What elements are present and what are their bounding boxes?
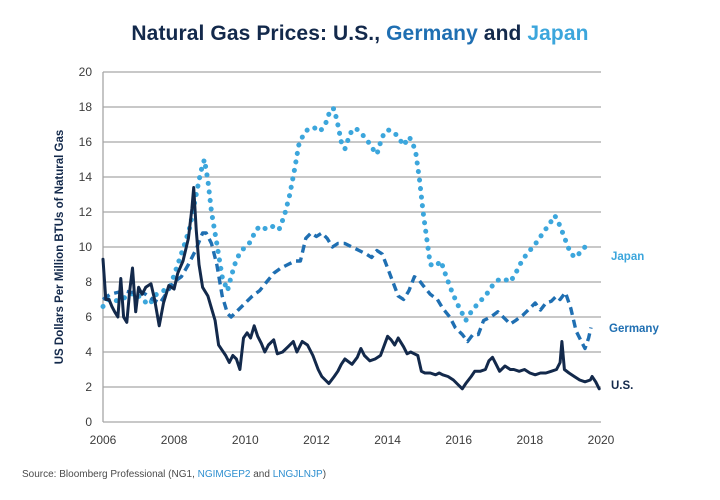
y-tick-label: 10 <box>79 240 93 254</box>
y-tick-label: 20 <box>79 65 93 79</box>
title-and-part: and <box>477 22 528 45</box>
y-tick-label: 8 <box>85 275 92 289</box>
y-axis-label: US Dollars Per Million BTUs of Natural G… <box>54 130 66 365</box>
x-tick-label: 2006 <box>90 433 117 447</box>
chart-title: Natural Gas Prices: U.S., Germany and Ja… <box>0 22 720 46</box>
series-label-germany: Germany <box>609 323 659 335</box>
series-line-japan <box>100 106 592 323</box>
x-tick-label: 2012 <box>303 433 330 447</box>
axes: 0 2 4 6 8 10 12 14 16 18 20 2006 2008 2010 2012 2014 201… <box>79 65 615 447</box>
source-suffix: ) <box>322 469 327 480</box>
series-line-us <box>101 186 601 391</box>
y-tick-label: 18 <box>79 100 93 114</box>
x-tick-label: 2018 <box>517 433 544 447</box>
x-tick-label: 2016 <box>445 433 472 447</box>
x-tick-label: 2010 <box>232 433 259 447</box>
series-line-germany <box>101 231 593 351</box>
y-tick-label: 6 <box>85 310 92 324</box>
series-label-us: U.S. <box>611 380 633 392</box>
y-tick-label: 12 <box>79 205 93 219</box>
gridlines <box>103 71 601 388</box>
x-tick-label: 2020 <box>588 433 615 447</box>
title-us-part: Natural Gas Prices: U.S., <box>131 22 387 45</box>
source-japan-code[interactable]: LNGJLNJP <box>272 469 323 480</box>
x-tick-label: 2014 <box>374 433 401 447</box>
series-labels: Japan Germany U.S. <box>609 251 659 392</box>
series-label-japan: Japan <box>611 251 644 263</box>
y-tick-label: 14 <box>79 170 93 184</box>
source-note: Source: Bloomberg Professional (NG1, NGI… <box>22 469 326 480</box>
title-germany-part: Germany <box>386 22 478 45</box>
x-tick-label: 2008 <box>161 433 188 447</box>
series-lines <box>100 106 601 391</box>
y-tick-label: 0 <box>85 415 92 429</box>
y-tick-label: 4 <box>85 345 92 359</box>
source-prefix: Source: Bloomberg Professional (NG1, <box>22 469 198 480</box>
source-middle: and <box>250 469 273 480</box>
title-japan-part: Japan <box>527 22 589 45</box>
y-tick-label: 2 <box>85 380 92 394</box>
source-germany-code[interactable]: NGIMGEP2 <box>197 469 251 480</box>
y-tick-label: 16 <box>79 135 93 149</box>
